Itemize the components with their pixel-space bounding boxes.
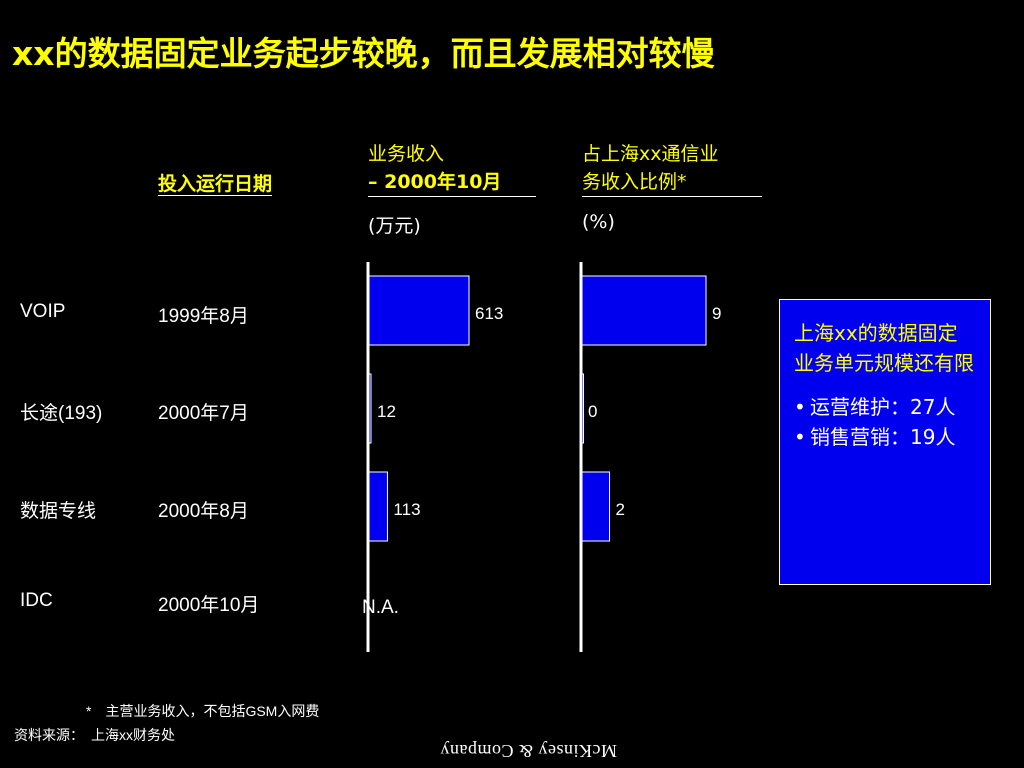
- share-bar-long-distance: [581, 373, 584, 444]
- row-label-data-line: 数据专线: [20, 501, 97, 522]
- page-title: xx的数据固定业务起步较晚，而且发展相对较慢: [12, 34, 715, 73]
- row-label-long-distance: 长途(193): [20, 403, 103, 424]
- share-header-line1: 占上海xx通信业: [582, 143, 719, 165]
- share-value-label-data-line: 2: [616, 500, 625, 519]
- share-bar-data-line: [581, 471, 611, 542]
- footnote: * 主营业务收入，不包括GSM入网费: [86, 703, 320, 719]
- revenue-unit: (万元): [368, 215, 421, 237]
- source-note: 资料来源： 上海xx财务处: [14, 727, 175, 743]
- callout-bullet-staff-ops: • 运营维护：27人: [794, 392, 976, 422]
- callout-box: 上海xx的数据固定业务单元规模还有限 • 运营维护：27人 • 销售营销：19人: [779, 299, 991, 585]
- share-value-label-long-distance: 0: [588, 402, 597, 421]
- revenue-header-line1: 业务收入: [368, 143, 445, 165]
- bullet-dot: •: [794, 425, 806, 449]
- callout-bullet-text: 销售营销：19人: [810, 425, 956, 449]
- revenue-header: 业务收入 – 2000年10月: [368, 140, 536, 197]
- launch-date-header: 投入运行日期: [158, 173, 273, 196]
- share-header: 占上海xx通信业 务收入比例*: [582, 140, 762, 197]
- callout-title: 上海xx的数据固定业务单元规模还有限: [794, 321, 974, 375]
- row-label-idc: IDC: [20, 590, 53, 611]
- share-bar-voip: [581, 275, 707, 346]
- bullet-dot: •: [794, 395, 806, 419]
- row-date-data-line: 2000年8月: [158, 501, 249, 522]
- mckinsey-logo: McKinsey & Company: [440, 741, 617, 761]
- row-date-long-distance: 2000年7月: [158, 403, 249, 424]
- revenue-value-label-data-line: 113: [393, 500, 420, 519]
- row-date-idc: 2000年10月: [158, 595, 260, 616]
- revenue-bar-long-distance: [368, 373, 372, 444]
- share-header-line2: 务收入比例*: [582, 168, 762, 197]
- revenue-bar-data-line: [368, 471, 388, 542]
- revenue-value-label-voip: 613: [475, 304, 503, 323]
- revenue-value-label-long-distance: 12: [377, 402, 396, 421]
- callout-list: • 运营维护：27人 • 销售营销：19人: [794, 392, 976, 452]
- row-label-voip: VOIP: [20, 301, 66, 322]
- callout-bullet-text: 运营维护：27人: [810, 395, 956, 419]
- revenue-value-label-idc: N.A.: [362, 597, 399, 618]
- revenue-bar-voip: [368, 275, 470, 346]
- callout-bullet-staff-sales: • 销售营销：19人: [794, 422, 976, 452]
- share-unit: (%): [582, 211, 615, 233]
- row-date-voip: 1999年8月: [158, 306, 249, 327]
- revenue-header-line2: – 2000年10月: [368, 168, 536, 197]
- share-value-label-voip: 9: [712, 304, 721, 323]
